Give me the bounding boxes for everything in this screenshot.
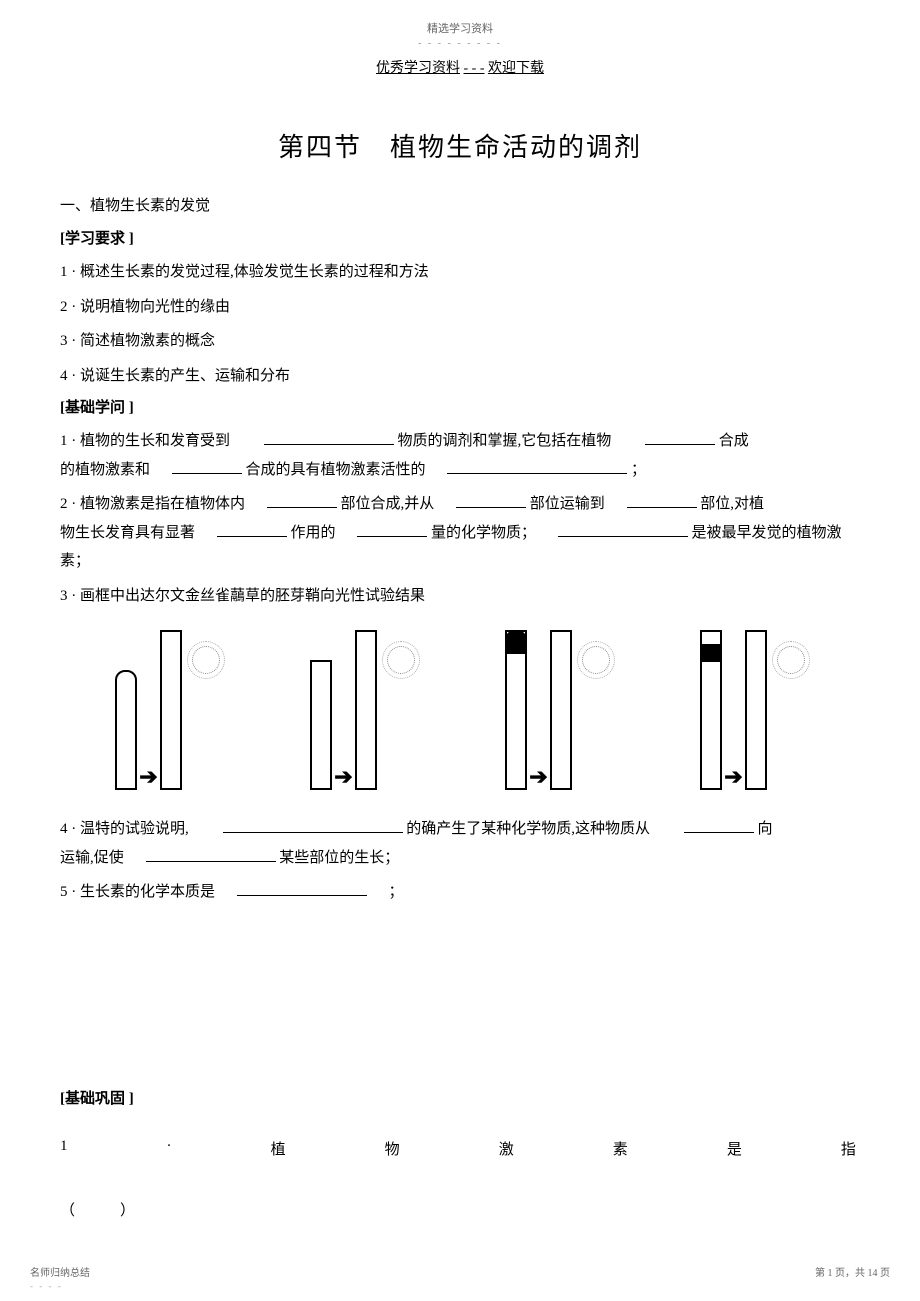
text: 部位,对植 bbox=[700, 496, 764, 512]
q1-char: 指 bbox=[841, 1138, 856, 1159]
text: ； bbox=[389, 884, 404, 900]
q1-char: 是 bbox=[727, 1138, 742, 1159]
fill-blank[interactable] bbox=[146, 848, 276, 862]
text: 物生长发育具有显著 bbox=[60, 525, 195, 541]
fill-blank[interactable] bbox=[267, 494, 337, 508]
fill-blank[interactable] bbox=[172, 460, 242, 474]
coleoptile-icon bbox=[115, 670, 137, 790]
q1-dot: · bbox=[167, 1138, 172, 1159]
basic-item-3: 3 · 画框中出达尔文金丝雀虉草的胚芽鞘向光性试验结果 bbox=[60, 582, 860, 611]
header-mid: - - - bbox=[464, 61, 485, 76]
basic-knowledge-label: [基础学问 ] bbox=[60, 396, 860, 417]
q1-num: 1 bbox=[60, 1138, 68, 1159]
arrow-icon: ➔ bbox=[334, 764, 352, 790]
footer-left: 名师归纳总结 bbox=[30, 1264, 90, 1279]
experiment-4: ➔ bbox=[700, 630, 804, 790]
requirement-3: 3 · 简述植物激素的概念 bbox=[60, 327, 860, 356]
basic-item-5: 5 · 生长素的化学本质是 ； bbox=[60, 878, 860, 907]
experiment-1: ➔ bbox=[115, 630, 219, 790]
header-right: 欢迎下载 bbox=[488, 61, 544, 76]
sun-icon bbox=[387, 646, 415, 674]
page-top-dashes: - - - - - - - - - bbox=[60, 38, 860, 49]
text: 合成的具有植物激素活性的 bbox=[246, 462, 426, 478]
text: 2 · 植物激素是指在植物体内 bbox=[60, 496, 245, 512]
page-top-note: 精选学习资料 bbox=[60, 20, 860, 36]
fill-blank[interactable] bbox=[627, 494, 697, 508]
text: 1 · 植物的生长和发育受到 bbox=[60, 433, 230, 449]
sun-icon bbox=[777, 646, 805, 674]
q1-char: 素 bbox=[613, 1138, 628, 1159]
footer-page-number: 第 1 页，共 14 页 bbox=[815, 1264, 890, 1279]
header-left: 优秀学习资料 bbox=[376, 61, 460, 76]
requirement-2: 2 · 说明植物向光性的缘由 bbox=[60, 293, 860, 322]
arrow-icon: ➔ bbox=[724, 764, 742, 790]
text: 素； bbox=[60, 553, 90, 569]
fill-blank[interactable] bbox=[237, 882, 367, 896]
basic-item-1: 1 · 植物的生长和发育受到 物质的调剂和掌握,它包括在植物 合成 的植物激素和… bbox=[60, 427, 860, 484]
text: 的确产生了某种化学物质,这种物质从 bbox=[406, 821, 650, 837]
arrow-icon: ➔ bbox=[139, 764, 157, 790]
black-cap-icon bbox=[505, 630, 527, 654]
answer-parentheses[interactable]: （ ） bbox=[60, 1199, 860, 1220]
arrow-icon: ➔ bbox=[529, 764, 547, 790]
q1-char: 物 bbox=[385, 1138, 400, 1159]
fill-blank[interactable] bbox=[217, 523, 287, 537]
fill-blank[interactable] bbox=[264, 431, 394, 445]
sun-icon bbox=[582, 646, 610, 674]
coleoptile-base-covered-icon bbox=[700, 630, 722, 790]
page-header: 优秀学习资料 - - - 欢迎下载 bbox=[60, 57, 860, 77]
text: 量的化学物质； bbox=[431, 525, 536, 541]
q1-char: 植 bbox=[271, 1138, 286, 1159]
basic-item-4: 4 · 温特的试验说明, 的确产生了某种化学物质,这种物质从 向 运输,促使 某… bbox=[60, 815, 860, 872]
requirement-1: 1 · 概述生长素的发觉过程,体验发觉生长素的过程和方法 bbox=[60, 258, 860, 287]
fill-blank[interactable] bbox=[357, 523, 427, 537]
fill-blank[interactable] bbox=[558, 523, 688, 537]
text: 部位合成,并从 bbox=[341, 496, 435, 512]
text: 某些部位的生长； bbox=[279, 850, 399, 866]
q1-char: 激 bbox=[499, 1138, 514, 1159]
document-title: 第四节 植物生命活动的调剂 bbox=[60, 127, 860, 164]
fill-blank[interactable] bbox=[645, 431, 715, 445]
coleoptile-icon bbox=[745, 630, 767, 790]
text: 的植物激素和 bbox=[60, 462, 150, 478]
text: 4 · 温特的试验说明, bbox=[60, 821, 189, 837]
text: 作用的 bbox=[291, 525, 336, 541]
text: 合成 bbox=[719, 433, 749, 449]
fill-blank[interactable] bbox=[456, 494, 526, 508]
coleoptile-icon bbox=[355, 630, 377, 790]
requirement-4: 4 · 说诞生长素的产生、运输和分布 bbox=[60, 362, 860, 391]
experiment-2: ➔ bbox=[310, 630, 414, 790]
fill-blank[interactable] bbox=[447, 460, 627, 474]
coleoptile-icon bbox=[550, 630, 572, 790]
section-one-heading: 一、植物生长素的发觉 bbox=[60, 194, 860, 215]
text: 向 bbox=[758, 821, 773, 837]
text: 是被最早发觉的植物激 bbox=[692, 525, 842, 541]
study-requirements-label: [学习要求 ] bbox=[60, 227, 860, 248]
question-1: 1 · 植 物 激 素 是 指 bbox=[60, 1138, 860, 1159]
basic-item-2: 2 · 植物激素是指在植物体内 部位合成,并从 部位运输到 部位,对植 物生长发… bbox=[60, 490, 860, 576]
coleoptile-icon bbox=[160, 630, 182, 790]
darwin-experiment-diagram: ➔ ➔ ➔ ➔ bbox=[60, 630, 860, 790]
text: 运输,促使 bbox=[60, 850, 124, 866]
coleoptile-icon bbox=[310, 660, 332, 790]
text: 部位运输到 bbox=[530, 496, 605, 512]
basic-consolidation-label: [基础巩固 ] bbox=[60, 1087, 860, 1108]
experiment-3: ➔ bbox=[505, 630, 609, 790]
fill-blank[interactable] bbox=[223, 819, 403, 833]
coleoptile-tip-covered-icon bbox=[505, 630, 527, 790]
text: 物质的调剂和掌握,它包括在植物 bbox=[398, 433, 612, 449]
text: 5 · 生长素的化学本质是 bbox=[60, 884, 215, 900]
black-band-icon bbox=[700, 644, 722, 662]
text: ； bbox=[631, 462, 646, 478]
fill-blank[interactable] bbox=[684, 819, 754, 833]
sun-icon bbox=[192, 646, 220, 674]
footer-dots: - - - - bbox=[30, 1281, 63, 1291]
